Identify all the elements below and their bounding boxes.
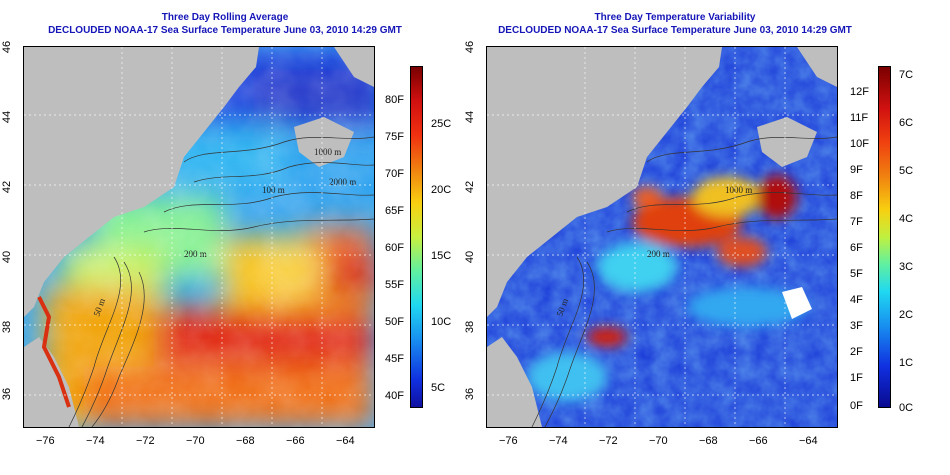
x-tick-label: −64 — [336, 435, 355, 447]
y-tick-label: 36 — [1, 387, 13, 401]
colorbar-label-f: 55F — [385, 279, 404, 291]
x-tick-label: −66 — [286, 435, 305, 447]
colorbar-label-c: 5C — [899, 165, 914, 177]
left-map: 200 m 100 m 2000 m 1000 m 50 m — [23, 46, 375, 428]
colorbar-label-f: 8F — [850, 190, 863, 202]
colorbar-label-c: 4C — [899, 213, 914, 225]
y-tick-label: 46 — [464, 40, 476, 54]
contour-label: 100 m — [262, 185, 285, 195]
x-tick-label: −76 — [36, 435, 55, 447]
x-tick-label: −66 — [749, 435, 768, 447]
right-map: 200 m 1000 m 50 m — [486, 46, 838, 428]
contour-label: 1000 m — [314, 147, 341, 157]
y-tick-label: 36 — [464, 387, 476, 401]
colorbar-label-f: 65F — [385, 205, 404, 217]
colorbar-label-c: 0C — [899, 402, 914, 414]
colorbar-label-f: 70F — [385, 168, 404, 180]
x-tick-label: −68 — [236, 435, 255, 447]
colorbar-label-c: 20C — [431, 184, 452, 196]
colorbar-label-f: 40F — [385, 390, 404, 402]
colorbar-label-f: 45F — [385, 353, 404, 365]
colorbar-label-c: 1C — [899, 357, 914, 369]
y-tick-label: 46 — [1, 40, 13, 54]
x-tick-label: −70 — [186, 435, 205, 447]
colorbar-label-c: 7C — [899, 69, 914, 81]
contour-label: 200 m — [184, 249, 207, 259]
right-title-line1: Three Day Temperature Variability — [594, 12, 756, 23]
colorbar-label-f: 7F — [850, 216, 863, 228]
colorbar-label-f: 12F — [850, 86, 869, 98]
colorbar-label-f: 3F — [850, 320, 863, 332]
y-tick-label: 44 — [464, 110, 476, 124]
colorbar-label-f: 75F — [385, 131, 404, 143]
colorbar-label-f: 2F — [850, 346, 863, 358]
left-title-line2: DECLOUDED NOAA-17 Sea Surface Temperatur… — [48, 25, 402, 36]
colorbar-label-c: 3C — [899, 261, 914, 273]
x-tick-label: −74 — [86, 435, 105, 447]
x-tick-label: −64 — [799, 435, 818, 447]
colorbar-label-f: 6F — [850, 242, 863, 254]
y-tick-label: 38 — [1, 320, 13, 334]
x-tick-label: −70 — [649, 435, 668, 447]
colorbar-label-f: 0F — [850, 400, 863, 412]
x-tick-label: −72 — [136, 435, 155, 447]
contour-label: 200 m — [647, 249, 670, 259]
y-tick-label: 40 — [1, 250, 13, 264]
y-tick-label: 40 — [464, 250, 476, 264]
contour-label: 1000 m — [725, 185, 752, 195]
y-tick-label: 42 — [464, 180, 476, 194]
y-tick-label: 38 — [464, 320, 476, 334]
right-map-image: 200 m 1000 m 50 m — [487, 47, 837, 427]
colorbar-label-c: 10C — [431, 316, 452, 328]
contour-label: 2000 m — [329, 177, 356, 187]
colorbar-label-f: 60F — [385, 242, 404, 254]
left-title-line1: Three Day Rolling Average — [161, 12, 289, 23]
colorbar-label-f: 50F — [385, 316, 404, 328]
x-tick-label: −68 — [699, 435, 718, 447]
colorbar-label-c: 25C — [431, 118, 452, 130]
right-title: Three Day Temperature Variability DECLOU… — [460, 11, 890, 37]
colorbar-label-f: 80F — [385, 94, 404, 106]
left-map-image: 200 m 100 m 2000 m 1000 m 50 m — [24, 47, 374, 427]
left-title: Three Day Rolling Average DECLOUDED NOAA… — [10, 11, 440, 37]
colorbar-label-f: 10F — [850, 138, 869, 150]
land-mass — [24, 47, 259, 317]
colorbar-label-f: 9F — [850, 164, 863, 176]
x-tick-label: −74 — [549, 435, 568, 447]
colorbar-label-c: 6C — [899, 117, 914, 129]
y-tick-label: 44 — [1, 110, 13, 124]
colorbar-label-f: 1F — [850, 372, 863, 384]
colorbar-label-f: 5F — [850, 268, 863, 280]
colorbar-label-f: 11F — [850, 112, 869, 124]
y-tick-label: 42 — [1, 180, 13, 194]
colorbar-label-f: 4F — [850, 294, 863, 306]
colorbar-label-c: 15C — [431, 250, 452, 262]
colorbar-label-c: 2C — [899, 309, 914, 321]
right-title-line2: DECLOUDED NOAA-17 Sea Surface Temperatur… — [498, 25, 852, 36]
x-tick-label: −76 — [499, 435, 518, 447]
colorbar-label-c: 5C — [431, 382, 446, 394]
x-tick-label: −72 — [599, 435, 618, 447]
left-colorbar — [410, 66, 423, 408]
right-colorbar — [878, 66, 891, 408]
